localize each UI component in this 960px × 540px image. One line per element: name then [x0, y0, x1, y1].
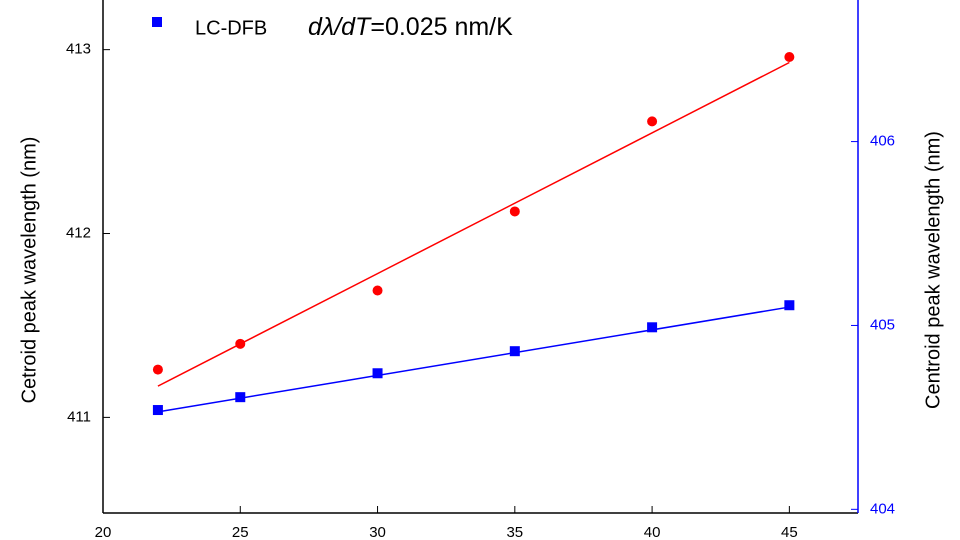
point	[784, 300, 795, 311]
point	[647, 116, 658, 127]
y-tick-label: 413	[66, 41, 91, 58]
point	[152, 405, 163, 416]
y2-tick-label: 404	[870, 500, 895, 517]
x-tick-label: 45	[781, 524, 798, 540]
x-tick-label: 20	[95, 524, 112, 540]
point	[509, 206, 520, 217]
fit-line	[157, 306, 790, 413]
point	[509, 346, 520, 357]
point	[235, 392, 246, 403]
annotation-text: =0.025 nm/K	[370, 13, 513, 41]
point	[372, 368, 383, 379]
legend-label: LC-DFB	[195, 17, 267, 39]
point	[372, 285, 383, 296]
y2-tick-label: 405	[870, 316, 895, 333]
x-tick-label: 30	[369, 524, 386, 540]
point	[784, 52, 795, 62]
x-tick-label: 35	[506, 524, 523, 540]
point	[647, 322, 658, 333]
y-axis-label: Cetroid peak wavelength (nm)	[18, 137, 40, 404]
point	[152, 364, 163, 375]
x-tick-label: 40	[644, 524, 661, 540]
y2-axis-label: Centroid peak wavelength (nm)	[922, 131, 944, 409]
fit-line	[157, 61, 790, 387]
legend-marker	[152, 17, 162, 27]
annotation-italic: dλ/dT	[308, 13, 372, 41]
annotation: dλ/dT=0.025 nm/K	[308, 13, 513, 41]
y-tick-label: 411	[67, 408, 91, 425]
x-tick-label: 25	[232, 524, 249, 540]
y2-tick-label: 406	[870, 133, 895, 150]
y-tick-label: 412	[66, 224, 91, 241]
